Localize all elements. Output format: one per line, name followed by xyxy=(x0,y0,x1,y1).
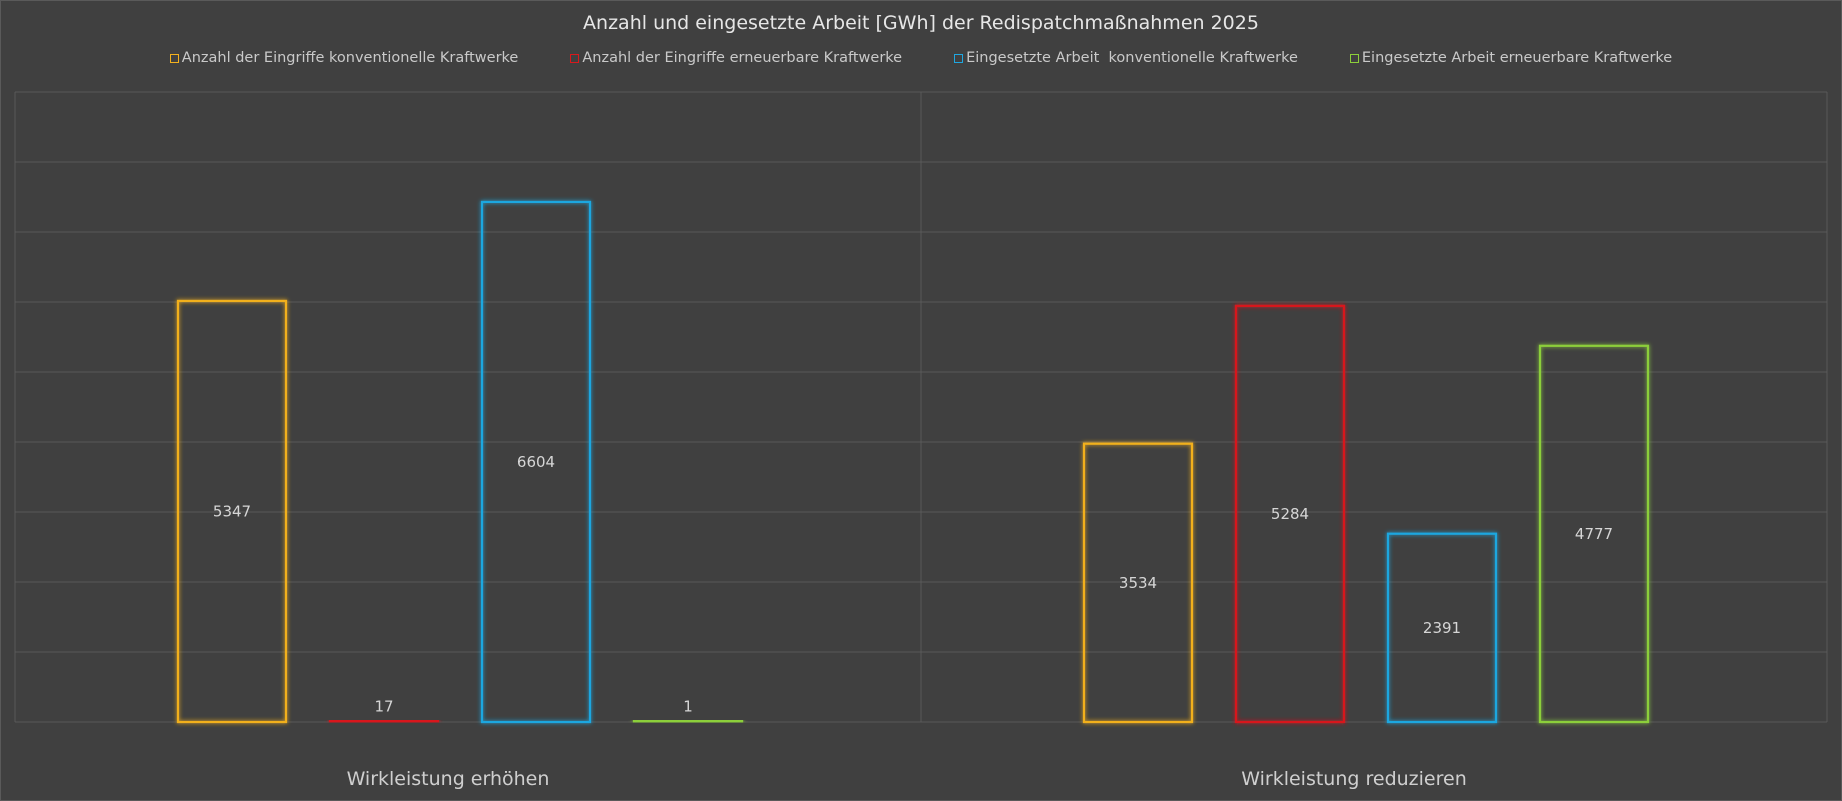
legend-swatch xyxy=(1349,53,1359,63)
bar xyxy=(1082,442,1194,724)
bar xyxy=(176,299,288,724)
grid xyxy=(14,91,1828,723)
legend-item-ren-energy: Eingesetzte Arbeit erneuerbare Kraftwerk… xyxy=(1349,50,1673,66)
bar xyxy=(1538,344,1650,724)
legend-swatch xyxy=(954,53,964,63)
bar xyxy=(1234,304,1346,724)
bar xyxy=(1386,532,1498,724)
data-label: 1 xyxy=(683,698,693,716)
bar xyxy=(328,719,440,724)
data-label: 5347 xyxy=(213,502,251,520)
data-label: 17 xyxy=(374,698,393,716)
legend-swatch xyxy=(169,53,179,63)
data-label: 6604 xyxy=(517,453,555,471)
legend-label: Eingesetzte Arbeit erneuerbare Kraftwerk… xyxy=(1361,50,1673,66)
legend-label: Anzahl der Eingriffe erneuerbare Kraftwe… xyxy=(582,50,903,66)
chart-title: Anzahl und eingesetzte Arbeit [GWh] der … xyxy=(583,12,1259,34)
data-label: 5284 xyxy=(1271,505,1309,523)
data-label: 4777 xyxy=(1575,525,1613,543)
legend-label: Eingesetzte Arbeit konventionelle Kraftw… xyxy=(966,50,1298,66)
legend: Anzahl der Eingriffe konventionelle Kraf… xyxy=(0,50,1842,66)
legend-item-conv-energy: Eingesetzte Arbeit konventionelle Kraftw… xyxy=(954,50,1298,66)
x-axis-labels: Wirkleistung erhöhen Wirkleistung reduzie… xyxy=(347,768,1467,790)
legend-label: Anzahl der Eingriffe konventionelle Kraf… xyxy=(181,50,519,66)
bar xyxy=(480,200,592,724)
category-label: Wirkleistung erhöhen xyxy=(347,768,550,790)
legend-item-conv-count: Anzahl der Eingriffe konventionelle Kraf… xyxy=(169,50,519,66)
bars: 5347 17 6604 1 3534 5284 2391 4777 xyxy=(176,200,1650,724)
category-label: Wirkleistung reduzieren xyxy=(1241,768,1467,790)
bar xyxy=(632,719,744,724)
data-label: 3534 xyxy=(1119,574,1157,592)
legend-swatch xyxy=(570,53,580,63)
data-label: 2391 xyxy=(1423,619,1461,637)
legend-item-ren-count: Anzahl der Eingriffe erneuerbare Kraftwe… xyxy=(570,50,902,66)
